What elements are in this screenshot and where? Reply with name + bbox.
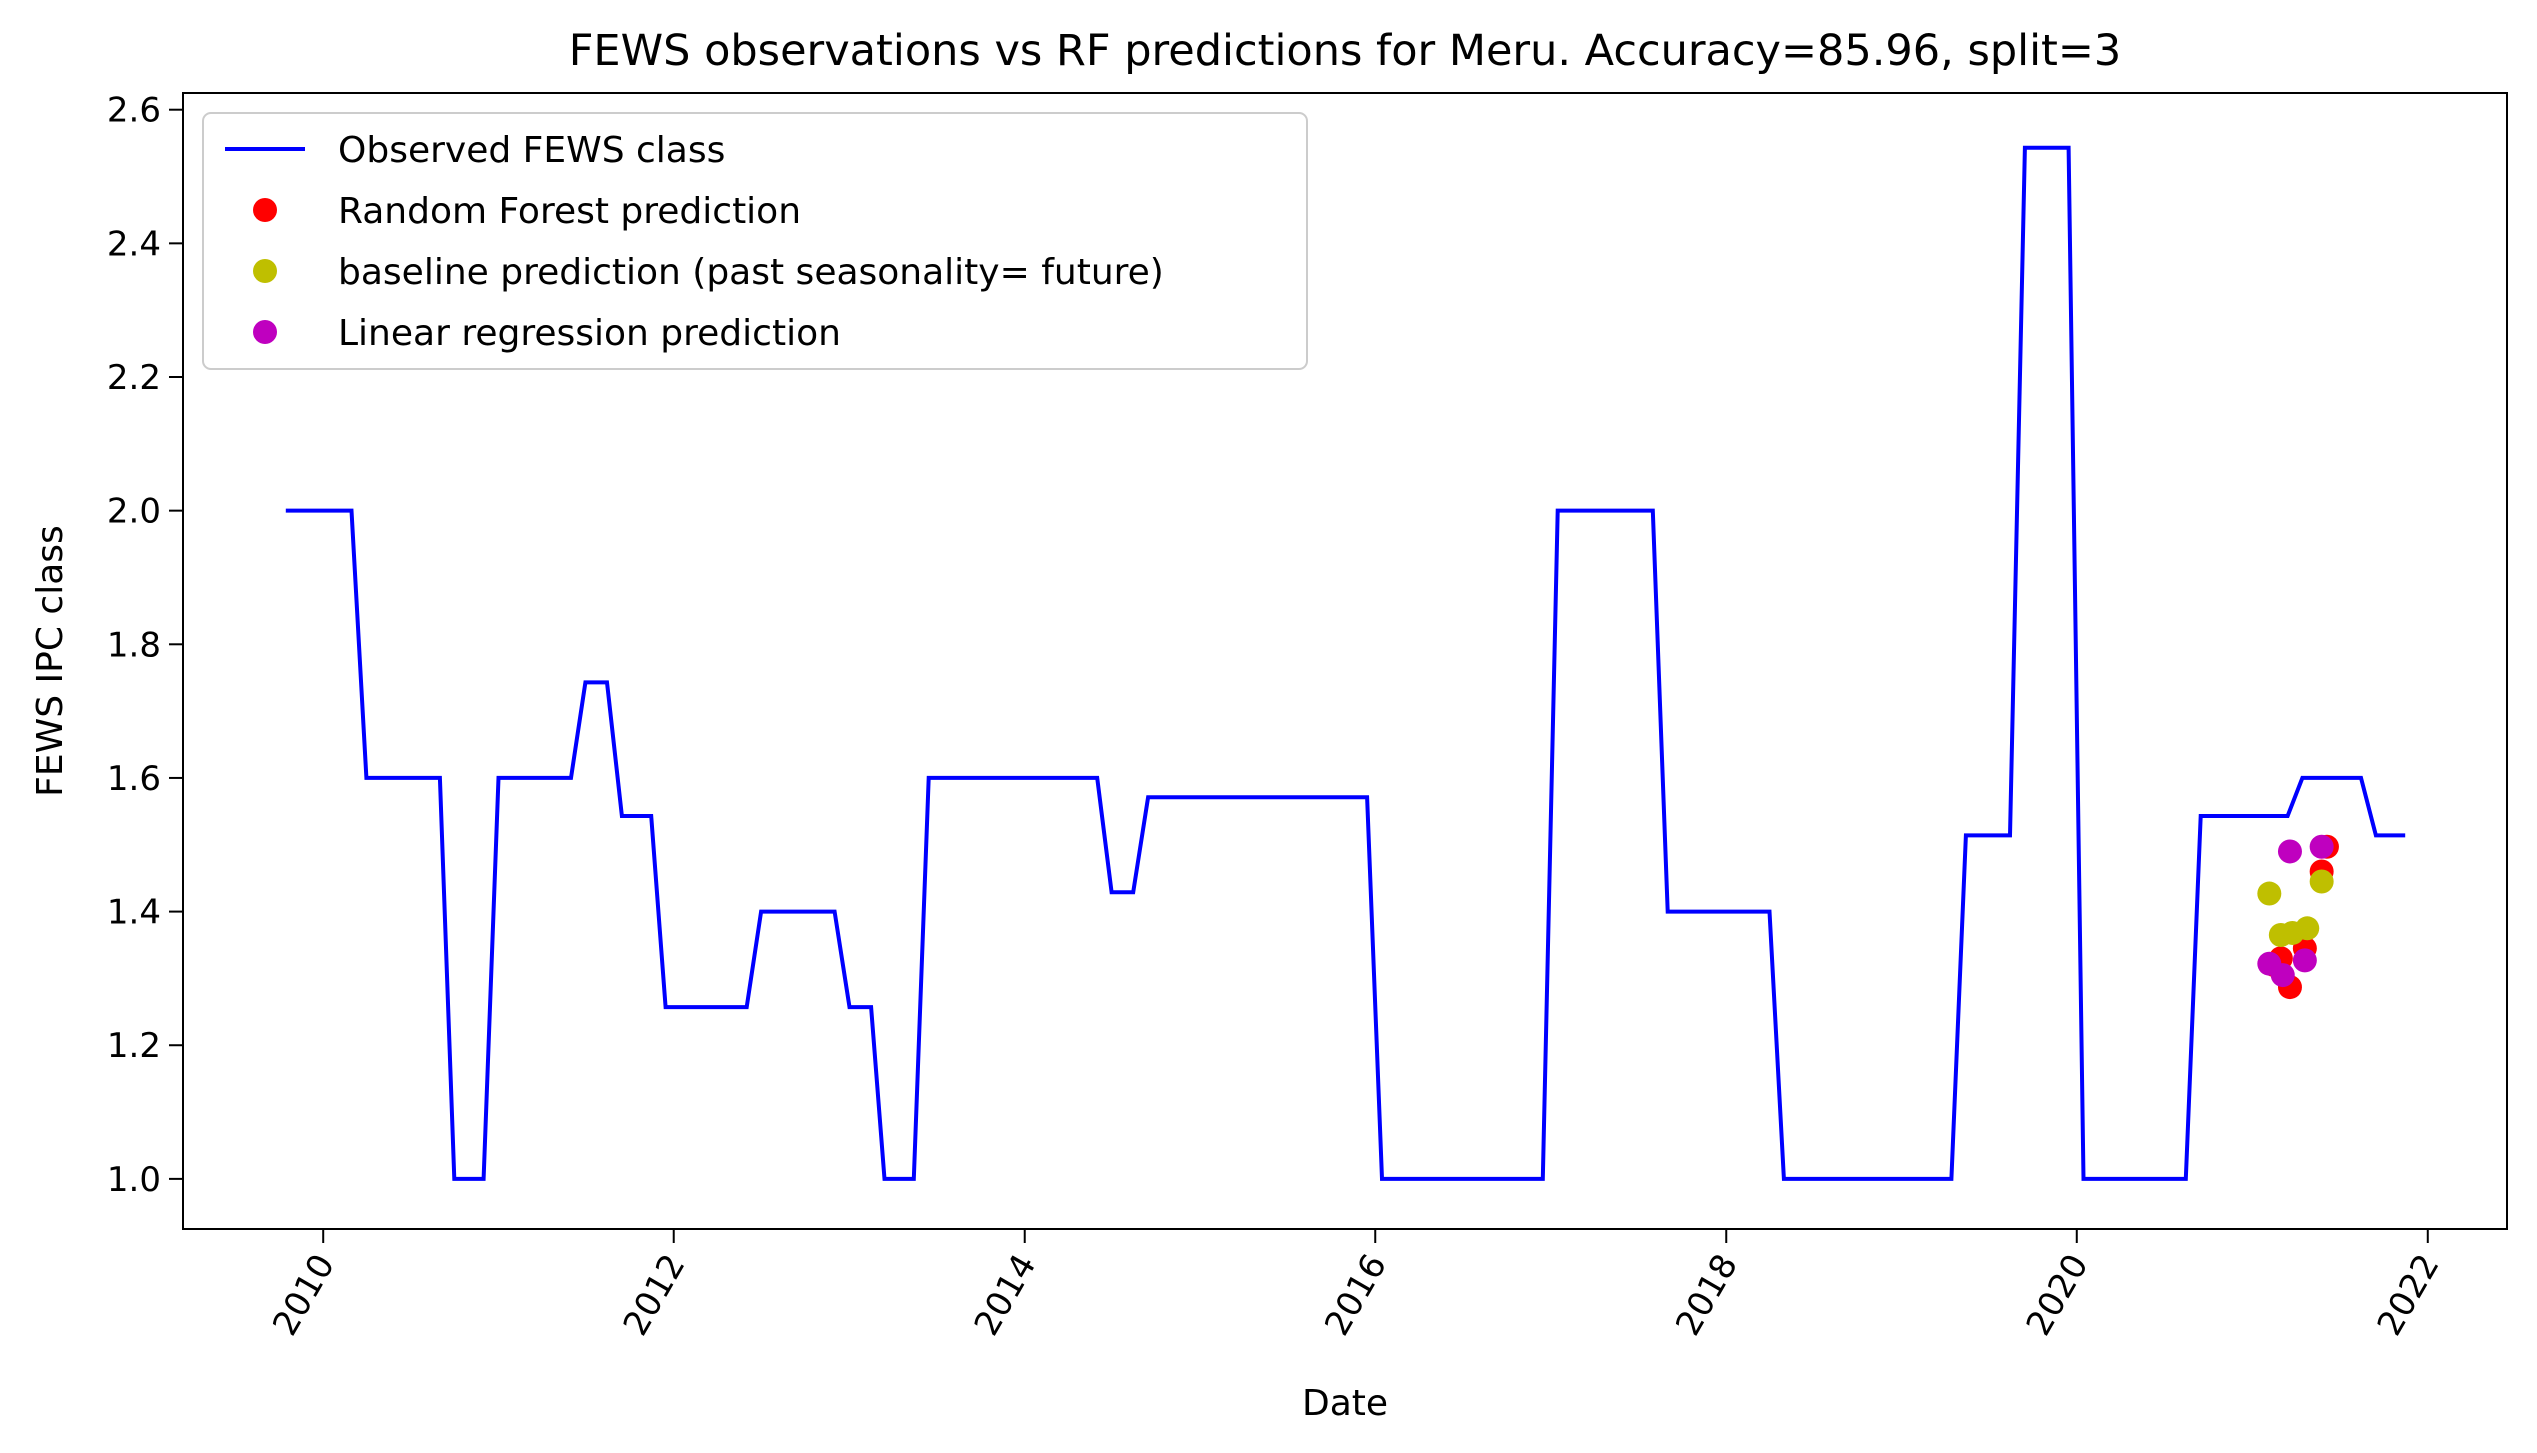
legend-label-2: baseline prediction (past seasonality= f… <box>338 252 1164 293</box>
y-tick-label-2.4: 2.4 <box>107 224 161 264</box>
plot-frame <box>182 92 2508 1230</box>
y-tick-label-1.8: 1.8 <box>107 625 161 665</box>
legend: Observed FEWS class Random Forest predict… <box>202 112 1308 370</box>
y-tick-label-2.2: 2.2 <box>107 358 161 398</box>
y-tick-label-1.4: 1.4 <box>107 893 161 933</box>
y-tick-label-1.2: 1.2 <box>107 1026 161 1066</box>
plot-area <box>285 145 2406 1181</box>
series-line-observed <box>285 145 2406 1181</box>
legend-label-3: Linear regression prediction <box>338 313 841 354</box>
legend-marker-3 <box>253 320 277 344</box>
legend-marker-1 <box>253 198 277 222</box>
y-tick-label-2.0: 2.0 <box>107 492 161 532</box>
y-tick-label-2.6: 2.6 <box>107 91 161 131</box>
legend-label-1: Random Forest prediction <box>338 191 801 232</box>
legend-marker-2 <box>253 259 277 283</box>
y-axis: 1.0 1.2 1.4 1.6 1.8 2.0 2.2 2.4 2.6 <box>107 91 183 1200</box>
y-axis-label: FEWS IPC class <box>30 525 71 797</box>
legend-box <box>202 112 1308 370</box>
point-series-3-2 <box>2277 839 2302 864</box>
y-tick-label-1.6: 1.6 <box>107 759 161 799</box>
point-series-2-0 <box>2257 881 2282 906</box>
point-series-3-1 <box>2270 963 2295 988</box>
point-series-2-3 <box>2295 916 2320 941</box>
point-series-3-4 <box>2309 834 2334 859</box>
chart-title: FEWS observations vs RF predictions for … <box>569 26 2122 76</box>
y-tick-label-1.0: 1.0 <box>107 1160 161 1200</box>
point-series-2-4 <box>2309 869 2334 894</box>
legend-label-0: Observed FEWS class <box>338 130 725 171</box>
point-series-3-3 <box>2292 948 2317 973</box>
x-axis-label: Date <box>1302 1383 1388 1424</box>
